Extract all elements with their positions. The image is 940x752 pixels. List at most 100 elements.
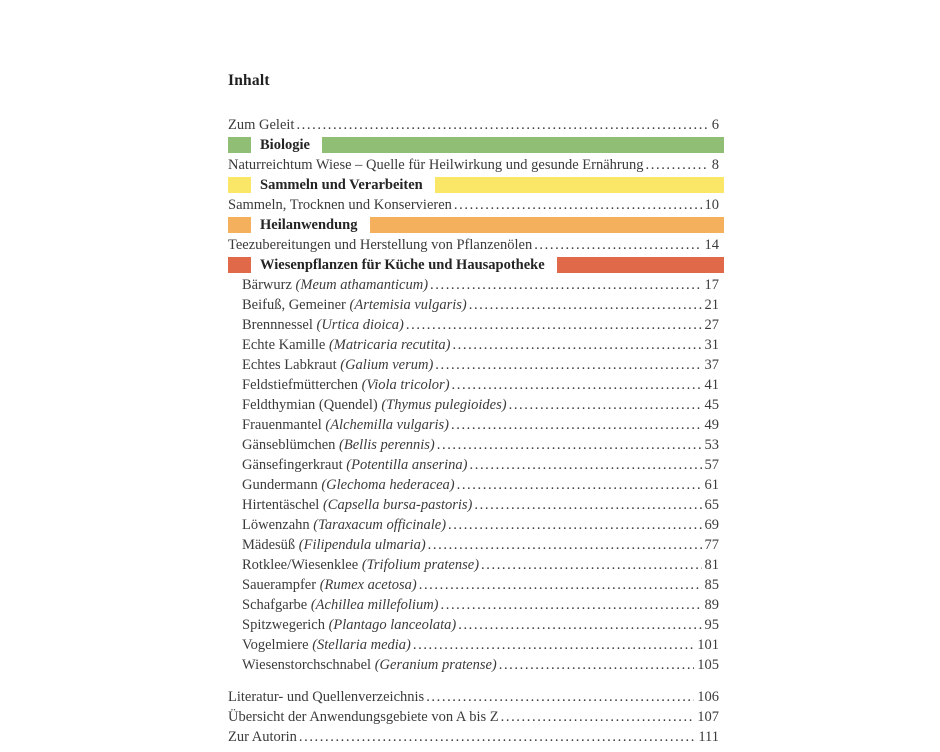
toc-page-number: 101: [697, 637, 719, 653]
toc-latin-name: (Achillea millefolium): [310, 597, 439, 613]
toc-row-label: Gundermann: [242, 477, 318, 493]
toc-page-number: 69: [704, 517, 720, 533]
toc-row-label: Feldstiefmütterchen: [242, 377, 358, 393]
toc-spacer: [228, 675, 724, 687]
toc-page-number: 57: [704, 457, 720, 473]
toc-row-label: Gänseblümchen: [242, 437, 336, 453]
toc-row-label: Brennnessel: [242, 317, 313, 333]
toc-page-number: 81: [704, 557, 720, 573]
section-header: Heilanwendung: [228, 215, 724, 235]
section-header: Wiesenpflanzen für Küche und Hausapothek…: [228, 255, 724, 275]
toc-row-label: Frauenmantel: [242, 417, 322, 433]
toc-row: Zur Autorin 111: [228, 727, 724, 747]
toc-row-label: Hirtentäschel: [242, 497, 320, 513]
toc-latin-name: (Stellaria media): [312, 637, 411, 653]
page-title: Inhalt: [228, 72, 270, 89]
toc-row-label: Wiesenstorchschnabel: [242, 657, 372, 673]
toc-latin-name: (Galium verum): [340, 357, 434, 373]
toc-row: Sammeln, Trocknen und Konservieren 10: [228, 195, 724, 215]
toc-page-number: 65: [704, 497, 720, 513]
toc-dot-leader: [458, 615, 701, 635]
toc-dot-leader: [499, 655, 695, 675]
toc-row-label: Zur Autorin: [228, 729, 297, 745]
toc-latin-name: (Bellis perennis): [339, 437, 435, 453]
toc-page-number: 77: [704, 537, 720, 553]
toc-row: Spitzwegerich (Plantago lanceolata) 95: [228, 615, 724, 635]
toc-row-label: Vogelmiere: [242, 637, 309, 653]
toc-page-number: 27: [704, 317, 720, 333]
toc-row: Literatur- und Quellenverzeichnis 106: [228, 687, 724, 707]
toc-page-number: 37: [704, 357, 720, 373]
toc-row-label: Echte Kamille: [242, 337, 326, 353]
toc-latin-name: (Artemisia vulgaris): [349, 297, 467, 313]
section-header: Sammeln und Verarbeiten: [228, 175, 724, 195]
toc-row: Beifuß, Gemeiner (Artemisia vulgaris) 21: [228, 295, 724, 315]
toc-latin-name: (Geranium pratense): [374, 657, 497, 673]
section-label: Sammeln und Verarbeiten: [260, 177, 423, 193]
toc-row-label: Naturreichtum Wiese – Quelle für Heilwir…: [228, 157, 644, 173]
toc-page-number: 45: [704, 397, 720, 413]
toc-row-label: Sauerampfer: [242, 577, 317, 593]
toc-dot-leader: [296, 115, 708, 135]
toc-latin-name: (Rumex acetosa): [319, 577, 417, 593]
section-color-square: [228, 177, 251, 193]
toc-row: Übersicht der Anwendungsgebiete von A bi…: [228, 707, 724, 727]
toc-row-label: Übersicht der Anwendungsgebiete von A bi…: [228, 709, 499, 725]
toc-page-number: 14: [704, 237, 720, 253]
toc-dot-leader: [454, 195, 702, 215]
toc-latin-name: (Taraxacum officinale): [313, 517, 447, 533]
toc-row: Wiesenstorchschnabel (Geranium pratense)…: [228, 655, 724, 675]
toc-row: Frauenmantel (Alchemilla vulgaris) 49: [228, 415, 724, 435]
section-color-square: [228, 217, 251, 233]
toc-page-number: 61: [704, 477, 720, 493]
toc-row: Feldthymian (Quendel) (Thymus pulegioide…: [228, 395, 724, 415]
toc-row-label: Schafgarbe: [242, 597, 308, 613]
toc-latin-name: (Trifolium pratense): [361, 557, 480, 573]
toc-row: Rotklee/Wiesenklee (Trifolium pratense) 8…: [228, 555, 724, 575]
toc-page-number: 17: [704, 277, 720, 293]
toc-latin-name: (Thymus pulegioides): [381, 397, 507, 413]
toc-page: Inhalt Zum Geleit 6 Biologie Naturreichtum …: [228, 73, 724, 747]
toc-page-number: 111: [698, 729, 719, 745]
section-label: Biologie: [260, 137, 310, 153]
toc-row: Sauerampfer (Rumex acetosa) 85: [228, 575, 724, 595]
toc-latin-name: (Alchemilla vulgaris): [325, 417, 449, 433]
toc-latin-name: (Glechoma hederacea): [321, 477, 455, 493]
toc-row-label: Literatur- und Quellenverzeichnis: [228, 689, 425, 705]
toc-dot-leader: [470, 455, 702, 475]
toc-dot-leader: [457, 475, 702, 495]
toc-list: Zum Geleit 6 Biologie Naturreichtum Wiese –…: [228, 115, 724, 747]
toc-page-number: 49: [704, 417, 720, 433]
toc-dot-leader: [452, 335, 701, 355]
toc-dot-leader: [430, 275, 701, 295]
section-header: Biologie: [228, 135, 724, 155]
toc-latin-name: (Capsella bursa-pastoris): [322, 497, 473, 513]
toc-row: Zum Geleit 6: [228, 115, 724, 135]
toc-dot-leader: [435, 355, 701, 375]
toc-page-number: 41: [704, 377, 720, 393]
toc-row: Löwenzahn (Taraxacum officinale) 69: [228, 515, 724, 535]
section-color-square: [228, 257, 251, 273]
toc-page-number: 107: [697, 709, 719, 725]
toc-latin-name: (Urtica dioica): [316, 317, 404, 333]
toc-row-label: Rotklee/Wiesenklee: [242, 557, 359, 573]
toc-dot-leader: [452, 375, 702, 395]
toc-dot-leader: [437, 435, 702, 455]
toc-latin-name: (Potentilla anserina): [346, 457, 468, 473]
toc-row-label: Beifuß, Gemeiner: [242, 297, 346, 313]
toc-page-number: 85: [704, 577, 720, 593]
toc-row: Feldstiefmütterchen (Viola tricolor) 41: [228, 375, 724, 395]
toc-dot-leader: [448, 515, 701, 535]
toc-row: Schafgarbe (Achillea millefolium) 89: [228, 595, 724, 615]
section-color-bar: [556, 257, 724, 273]
section-label: Wiesenpflanzen für Küche und Hausapothek…: [260, 257, 545, 273]
toc-latin-name: (Viola tricolor): [361, 377, 450, 393]
section-label: Heilanwendung: [260, 217, 358, 233]
toc-row: Echtes Labkraut (Galium verum) 37: [228, 355, 724, 375]
toc-row-label: Bärwurz: [242, 277, 292, 293]
toc-page-number: 31: [704, 337, 720, 353]
section-color-bar: [369, 217, 724, 233]
toc-row: Brennnessel (Urtica dioica) 27: [228, 315, 724, 335]
toc-dot-leader: [474, 495, 701, 515]
section-color-bar: [321, 137, 724, 153]
